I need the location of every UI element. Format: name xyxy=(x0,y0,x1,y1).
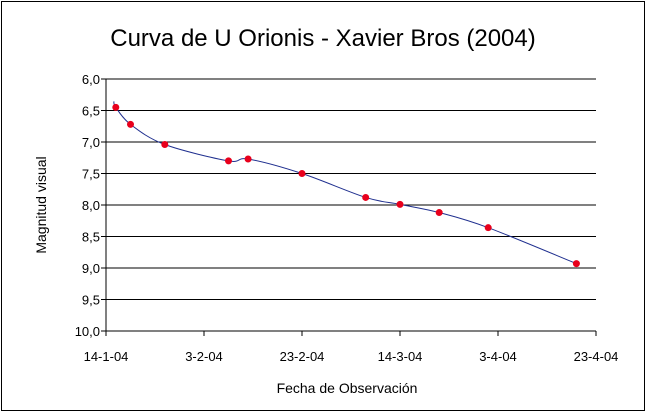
data-point xyxy=(396,200,404,208)
y-tick-label: 6,0 xyxy=(82,72,100,87)
x-tick-label: 14-1-04 xyxy=(84,349,129,364)
x-tick-label: 23-4-04 xyxy=(574,349,619,364)
data-point xyxy=(572,260,580,268)
x-tick-label: 3-4-04 xyxy=(479,349,517,364)
x-tick-label: 14-3-04 xyxy=(378,349,423,364)
y-tick-labels: 6,0 6,5 7,0 7,5 8,0 8,5 9,0 9,5 10,0 xyxy=(75,72,100,339)
data-point xyxy=(362,193,370,201)
y-tick-label: 8,5 xyxy=(82,230,100,245)
data-point xyxy=(484,224,492,232)
axes xyxy=(101,78,597,336)
data-point xyxy=(435,209,443,217)
y-tick-label: 9,5 xyxy=(82,293,100,308)
data-point xyxy=(244,155,252,163)
x-axis-title: Fecha de Observación xyxy=(277,380,418,396)
x-tick-label: 23-2-04 xyxy=(280,349,325,364)
data-point xyxy=(112,103,120,111)
data-point xyxy=(127,120,134,128)
trendline-group xyxy=(113,101,577,265)
y-tick-label: 7,5 xyxy=(82,167,100,182)
data-point xyxy=(161,141,169,149)
data-point xyxy=(298,170,306,177)
trendline xyxy=(113,101,577,265)
y-tick-label: 10,0 xyxy=(75,324,100,339)
grid xyxy=(106,78,596,332)
y-axis-title: Magnitud visual xyxy=(33,156,49,253)
data-points xyxy=(112,103,580,268)
data-point xyxy=(225,157,232,165)
y-tick-label: 7,0 xyxy=(82,135,100,150)
x-tick-labels: 14-1-04 3-2-04 23-2-04 14-3-04 3-4-04 23-4-04 xyxy=(84,349,619,364)
y-tick-label: 8,0 xyxy=(82,198,100,213)
y-tick-label: 9,0 xyxy=(82,261,100,276)
x-tick-label: 3-2-04 xyxy=(185,349,223,364)
y-tick-label: 6,5 xyxy=(82,104,100,119)
chart-title: Curva de U Orionis - Xavier Bros (2004) xyxy=(110,25,535,52)
